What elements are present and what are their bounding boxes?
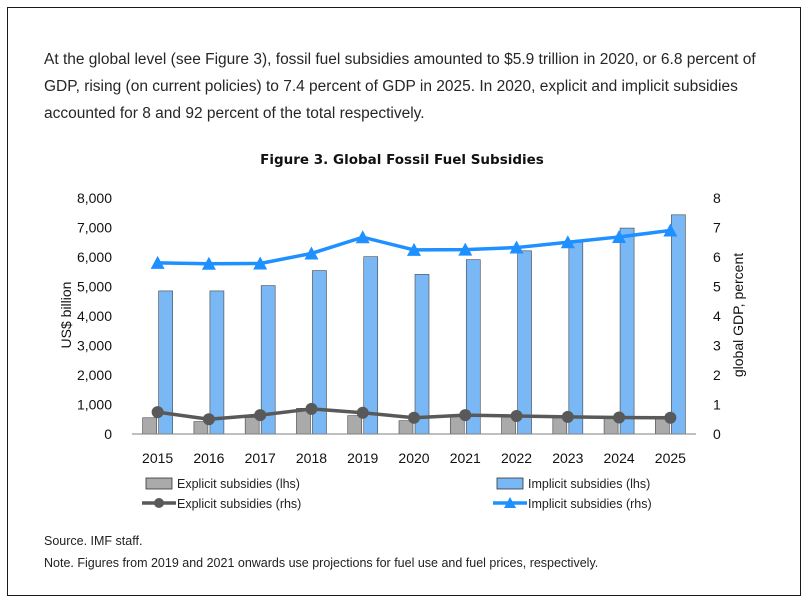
point-implicit-2015 xyxy=(150,255,165,269)
point-implicit-2025 xyxy=(663,223,678,237)
bar-implicit-2024 xyxy=(619,227,635,435)
y-tick-label: 1,000 xyxy=(77,397,112,413)
x-axis-tick-labels: 2015 2016 2017 2018 2019 2020 2021 2022 2023 2024… xyxy=(142,450,686,466)
bar-implicit-2021 xyxy=(465,259,481,435)
source-note: Source. IMF staff. xyxy=(44,534,143,548)
bar-implicit-2023 xyxy=(568,241,584,435)
y2-tick-label: 4 xyxy=(713,308,721,324)
y2-tick-label: 8 xyxy=(713,190,721,206)
x-tick-label: 2017 xyxy=(245,450,276,466)
series-lines xyxy=(157,228,671,421)
bar-implicit-2016 xyxy=(209,290,225,435)
bar-explicit-2015 xyxy=(142,417,157,435)
point-explicit-2021 xyxy=(459,409,472,422)
bar-implicit-2025 xyxy=(671,214,686,435)
y2-tick-label: 0 xyxy=(713,426,721,442)
x-tick-label: 2015 xyxy=(142,450,173,466)
legend-label-implicit-rhs: Implicit subsidies (rhs) xyxy=(528,497,652,511)
point-explicit-2016 xyxy=(202,413,215,426)
y-tick-label: 4,000 xyxy=(77,308,112,324)
legend-label-implicit-lhs: Implicit subsidies (lhs) xyxy=(528,477,650,491)
y2-tick-label: 3 xyxy=(713,338,721,354)
x-tick-label: 2021 xyxy=(450,450,481,466)
point-explicit-2022 xyxy=(510,410,523,423)
x-tick-label: 2024 xyxy=(604,450,635,466)
y-tick-label: 0 xyxy=(104,426,112,442)
y2-tick-label: 1 xyxy=(713,397,721,413)
x-tick-label: 2022 xyxy=(501,450,532,466)
bar-implicit-2022 xyxy=(517,250,532,435)
figure-frame xyxy=(7,7,801,596)
point-implicit-2017 xyxy=(253,256,268,270)
y2-tick-label: 2 xyxy=(713,367,721,383)
y2-axis-label: global GDP, percent xyxy=(730,253,746,377)
point-explicit-2019 xyxy=(356,406,369,419)
legend: Explicit subsidies (lhs) Implicit subsid… xyxy=(142,477,652,511)
point-implicit-2016 xyxy=(201,256,216,270)
x-tick-label: 2020 xyxy=(398,450,429,466)
y-tick-label: 2,000 xyxy=(77,367,112,383)
x-tick-label: 2023 xyxy=(552,450,583,466)
legend-label-explicit-lhs: Explicit subsidies (lhs) xyxy=(177,477,300,491)
point-explicit-2018 xyxy=(305,402,318,415)
legend-marker-implicit-rhs xyxy=(504,497,516,508)
y-axis-label: US$ billion xyxy=(58,282,74,349)
legend-swatch-explicit-bar xyxy=(145,477,173,490)
right-axis-tick-labels: 0 1 2 3 4 5 6 7 8 xyxy=(713,190,721,442)
chart-title: Figure 3. Global Fossil Fuel Subsidies xyxy=(260,152,544,168)
legend-label-explicit-rhs: Explicit subsidies (rhs) xyxy=(177,497,301,511)
y-tick-label: 8,000 xyxy=(77,190,112,206)
point-implicit-2019 xyxy=(355,230,370,244)
point-implicit-2023 xyxy=(560,235,575,249)
intro-paragraph: At the global level (see Figure 3), foss… xyxy=(44,51,756,122)
x-tick-label: 2018 xyxy=(296,450,327,466)
y-tick-label: 5,000 xyxy=(77,279,112,295)
bars xyxy=(142,214,686,435)
x-tick-label: 2016 xyxy=(193,450,224,466)
point-explicit-2020 xyxy=(408,411,420,424)
left-axis-tick-labels: 0 1,000 2,000 3,000 4,000 5,000 6,000 7,000 8,00… xyxy=(77,190,112,442)
point-implicit-2022 xyxy=(509,240,524,254)
point-explicit-2015 xyxy=(151,406,164,419)
bar-implicit-2019 xyxy=(363,256,379,435)
x-tick-label: 2019 xyxy=(347,450,378,466)
point-explicit-2017 xyxy=(254,409,267,422)
y2-tick-label: 6 xyxy=(713,249,721,265)
x-tick-label: 2025 xyxy=(655,450,686,466)
point-implicit-2021 xyxy=(458,242,473,256)
y-tick-label: 6,000 xyxy=(77,249,112,265)
series-markers xyxy=(150,223,678,426)
legend-marker-explicit-rhs xyxy=(154,498,164,508)
point-implicit-2024 xyxy=(612,229,627,243)
y-tick-label: 3,000 xyxy=(77,338,112,354)
footnote: Note. Figures from 2019 and 2021 onwards… xyxy=(44,556,599,570)
y-tick-label: 7,000 xyxy=(77,220,112,236)
point-explicit-2023 xyxy=(561,410,574,423)
point-implicit-2020 xyxy=(407,242,421,256)
point-explicit-2024 xyxy=(613,411,626,424)
y2-tick-label: 5 xyxy=(713,279,721,295)
legend-swatch-implicit-bar xyxy=(496,477,524,490)
bar-explicit-2019 xyxy=(347,415,363,435)
y2-tick-label: 7 xyxy=(713,220,721,236)
point-explicit-2025 xyxy=(664,411,677,424)
bar-implicit-2020 xyxy=(414,274,430,435)
point-implicit-2018 xyxy=(304,246,319,260)
